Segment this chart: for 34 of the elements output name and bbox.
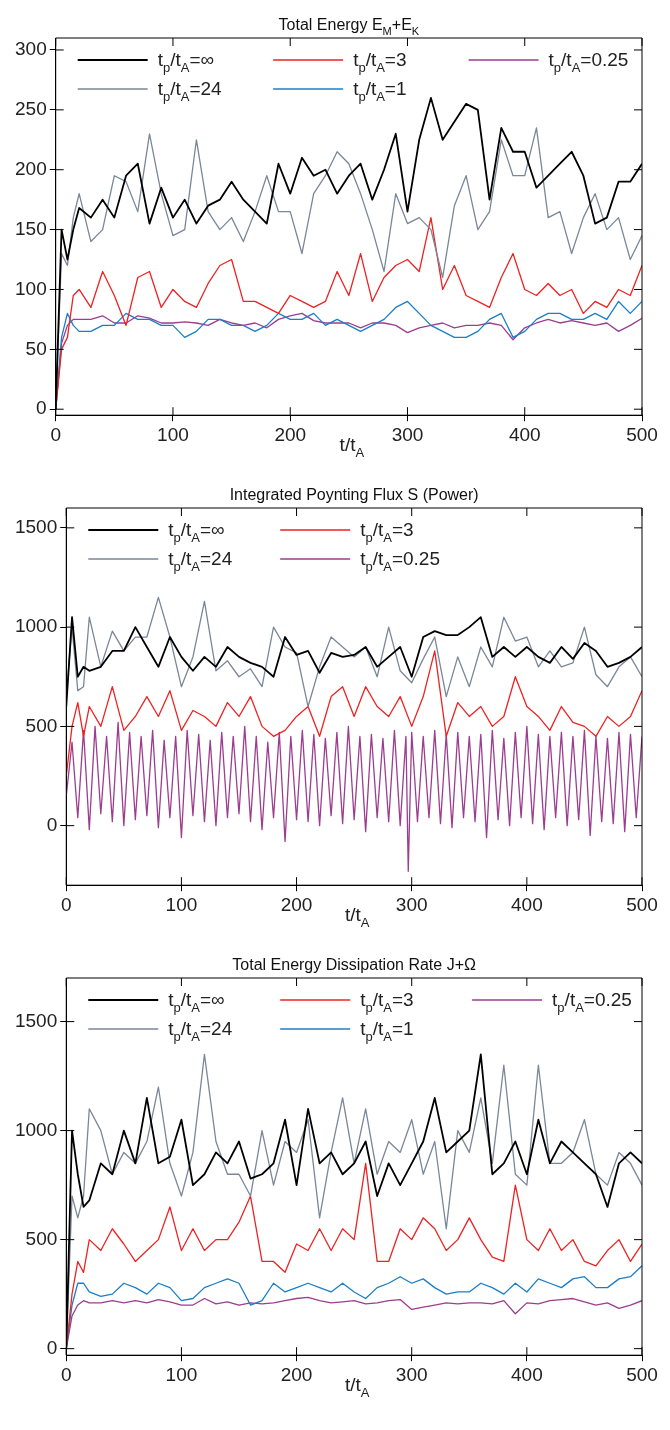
y-tick-label: 300 bbox=[15, 38, 47, 60]
x-tick-label: 500 bbox=[626, 893, 658, 915]
y-tick-label: 500 bbox=[25, 714, 58, 736]
x-tick-label: 300 bbox=[395, 893, 428, 915]
x-tick-label: 100 bbox=[165, 1363, 198, 1385]
x-tick-label: 400 bbox=[511, 1363, 543, 1385]
y-tick-label: 200 bbox=[15, 157, 47, 179]
x-tick-label: 500 bbox=[626, 1363, 658, 1385]
y-tick-label: 0 bbox=[46, 1336, 58, 1358]
y-tick-label: 0 bbox=[46, 813, 58, 835]
x-tick-label: 400 bbox=[508, 423, 541, 445]
x-tick-label: 500 bbox=[626, 423, 658, 445]
chart-title: Total Energy Dissipation Rate J+Ω bbox=[232, 956, 476, 973]
y-tick-label: 100 bbox=[15, 277, 47, 299]
x-tick-label: 300 bbox=[395, 1363, 428, 1385]
y-tick-label: 1500 bbox=[14, 516, 58, 538]
y-tick-label: 150 bbox=[15, 217, 47, 239]
y-tick-label: 50 bbox=[25, 337, 47, 359]
y-tick-label: 0 bbox=[36, 397, 47, 419]
x-tick-label: 200 bbox=[274, 423, 307, 445]
x-tick-label: 0 bbox=[60, 1363, 72, 1385]
x-tick-label: 0 bbox=[60, 893, 72, 915]
y-tick-label: 1000 bbox=[14, 1118, 58, 1140]
x-tick-label: 100 bbox=[157, 423, 189, 445]
y-tick-label: 1000 bbox=[14, 615, 58, 637]
x-tick-label: 300 bbox=[391, 423, 424, 445]
x-tick-label: 100 bbox=[165, 893, 198, 915]
x-tick-label: 200 bbox=[280, 1363, 313, 1385]
y-tick-label: 1500 bbox=[14, 1009, 58, 1031]
y-tick-label: 500 bbox=[25, 1227, 58, 1249]
chart-title: Integrated Poynting Flux S (Power) bbox=[229, 486, 479, 503]
y-tick-label: 250 bbox=[15, 98, 47, 120]
x-tick-label: 400 bbox=[511, 893, 543, 915]
x-tick-label: 200 bbox=[280, 893, 313, 915]
